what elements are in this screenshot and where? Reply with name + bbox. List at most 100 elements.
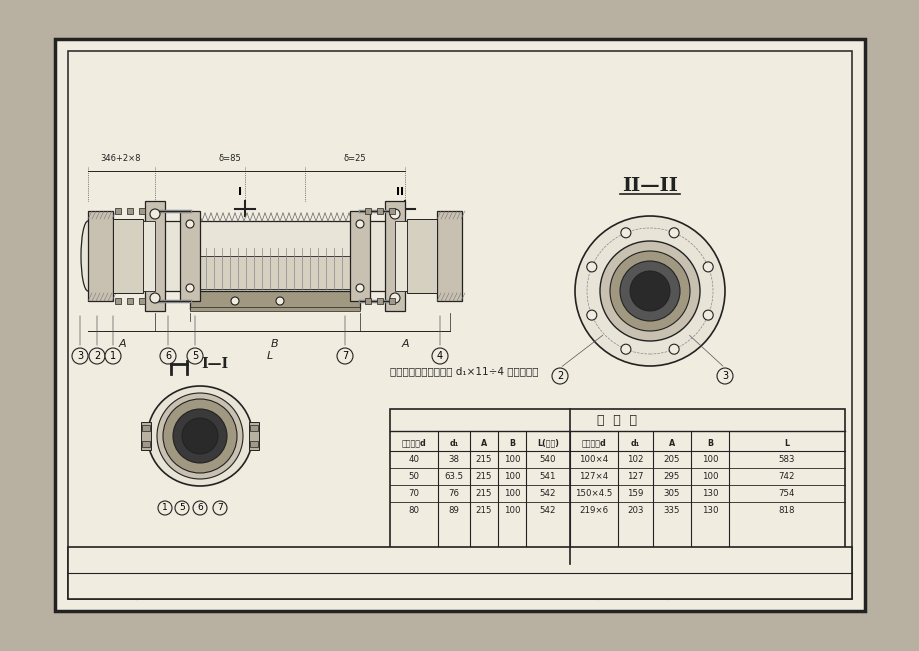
Text: 583: 583 bbox=[777, 455, 794, 464]
Bar bbox=[127, 208, 133, 214]
Text: 5: 5 bbox=[192, 351, 198, 361]
Circle shape bbox=[213, 501, 227, 515]
Text: 7: 7 bbox=[217, 503, 222, 512]
Text: 215: 215 bbox=[475, 455, 492, 464]
Bar bbox=[88, 221, 448, 291]
Circle shape bbox=[716, 368, 732, 384]
Bar bbox=[142, 441, 150, 447]
Text: II: II bbox=[395, 187, 403, 197]
Text: A: A bbox=[401, 339, 408, 349]
Text: 742: 742 bbox=[777, 472, 794, 481]
Text: 215: 215 bbox=[475, 472, 492, 481]
Text: 水泵进出口软性接头图: 水泵进出口软性接头图 bbox=[324, 566, 408, 580]
Bar bbox=[377, 298, 382, 304]
Text: 346+2×8: 346+2×8 bbox=[101, 154, 142, 163]
Text: 38: 38 bbox=[448, 455, 459, 464]
Text: L: L bbox=[267, 351, 273, 361]
Circle shape bbox=[187, 348, 203, 364]
Text: 102: 102 bbox=[627, 455, 643, 464]
Text: δ=85: δ=85 bbox=[219, 154, 241, 163]
Text: 542: 542 bbox=[539, 489, 556, 498]
Circle shape bbox=[186, 220, 194, 228]
Text: 3: 3 bbox=[77, 351, 83, 361]
Bar bbox=[365, 298, 370, 304]
Bar bbox=[127, 298, 133, 304]
Text: 70: 70 bbox=[408, 489, 419, 498]
Text: 6: 6 bbox=[165, 351, 171, 361]
Circle shape bbox=[158, 501, 172, 515]
Text: d₁: d₁ bbox=[448, 439, 459, 447]
Circle shape bbox=[619, 261, 679, 321]
Bar bbox=[145, 201, 165, 311]
Circle shape bbox=[668, 344, 678, 354]
Bar bbox=[115, 208, 121, 214]
Text: 215: 215 bbox=[475, 506, 492, 515]
Text: 127×4: 127×4 bbox=[579, 472, 608, 481]
Circle shape bbox=[586, 310, 596, 320]
Bar bbox=[365, 208, 370, 214]
Circle shape bbox=[630, 271, 669, 311]
Text: 管路管径d: 管路管径d bbox=[581, 439, 606, 447]
Circle shape bbox=[72, 348, 88, 364]
Text: 50: 50 bbox=[408, 472, 419, 481]
Text: δ=25: δ=25 bbox=[344, 154, 366, 163]
Circle shape bbox=[356, 220, 364, 228]
Bar bbox=[68, 51, 851, 599]
Text: 130: 130 bbox=[701, 506, 718, 515]
Text: B: B bbox=[706, 439, 712, 447]
Circle shape bbox=[551, 368, 567, 384]
Text: 2: 2 bbox=[94, 351, 100, 361]
Text: 295: 295 bbox=[664, 472, 679, 481]
Text: 标准号: 标准号 bbox=[93, 555, 110, 565]
Text: I—I: I—I bbox=[200, 357, 228, 371]
Text: 尺  寸  表: 尺 寸 表 bbox=[596, 413, 637, 426]
Circle shape bbox=[599, 241, 699, 341]
Text: 1988: 1988 bbox=[90, 581, 114, 591]
Bar bbox=[139, 208, 145, 214]
Text: 1: 1 bbox=[109, 351, 116, 361]
Circle shape bbox=[432, 348, 448, 364]
Bar bbox=[406, 219, 437, 293]
Circle shape bbox=[175, 501, 188, 515]
Text: 89: 89 bbox=[448, 506, 459, 515]
Text: 1: 1 bbox=[162, 503, 167, 512]
Bar bbox=[55, 39, 864, 611]
Bar bbox=[180, 211, 199, 301]
Text: 100: 100 bbox=[701, 455, 718, 464]
Text: B: B bbox=[271, 339, 278, 349]
Text: 205: 205 bbox=[663, 455, 679, 464]
Circle shape bbox=[182, 418, 218, 454]
Text: 818: 818 bbox=[777, 506, 794, 515]
Text: 127: 127 bbox=[627, 472, 643, 481]
Text: 7: 7 bbox=[342, 351, 347, 361]
Circle shape bbox=[574, 216, 724, 366]
Text: 4: 4 bbox=[437, 351, 443, 361]
Circle shape bbox=[105, 348, 121, 364]
Text: 40: 40 bbox=[408, 455, 419, 464]
Circle shape bbox=[620, 344, 630, 354]
Bar bbox=[68, 547, 851, 599]
Circle shape bbox=[186, 284, 194, 292]
Text: A: A bbox=[481, 439, 486, 447]
Text: A: A bbox=[118, 339, 126, 349]
Text: 150×4.5: 150×4.5 bbox=[574, 489, 612, 498]
Bar bbox=[115, 298, 121, 304]
Circle shape bbox=[702, 310, 712, 320]
Ellipse shape bbox=[81, 221, 95, 291]
Bar bbox=[190, 307, 359, 311]
Circle shape bbox=[702, 262, 712, 272]
Text: 管路管径d: 管路管径d bbox=[402, 439, 425, 447]
Bar bbox=[389, 208, 394, 214]
Bar bbox=[390, 409, 844, 564]
Text: 541: 541 bbox=[539, 472, 556, 481]
Text: 542: 542 bbox=[539, 506, 556, 515]
Circle shape bbox=[231, 297, 239, 305]
Ellipse shape bbox=[440, 221, 455, 291]
Circle shape bbox=[173, 409, 227, 463]
Circle shape bbox=[668, 228, 678, 238]
Bar bbox=[190, 256, 359, 289]
Bar bbox=[88, 211, 113, 301]
Circle shape bbox=[390, 293, 400, 303]
Text: 3: 3 bbox=[721, 371, 727, 381]
Circle shape bbox=[609, 251, 689, 331]
